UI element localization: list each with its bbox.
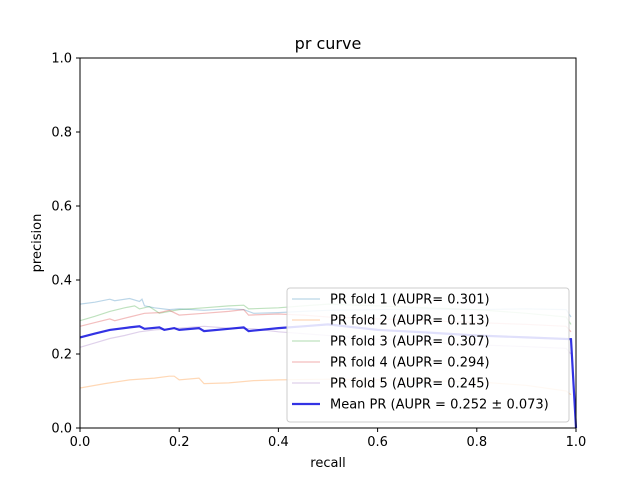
x-tick-label: 0.2 [169, 435, 190, 450]
y-axis: 0.0 0.2 0.4 0.6 0.8 1.0 [51, 52, 80, 437]
x-tick-label: 1.0 [566, 435, 587, 450]
x-axis: 0.0 0.2 0.4 0.6 0.8 1.0 [70, 428, 587, 450]
x-tick-label: 0.4 [268, 435, 289, 450]
plot-frame [79, 57, 577, 429]
legend-label-fold-2: PR fold 2 (AUPR= 0.113) [330, 314, 490, 329]
x-tick-label: 0.0 [70, 435, 91, 450]
y-tick-label: 0.0 [51, 422, 72, 437]
y-tick-label: 0.8 [51, 126, 72, 141]
x-tick-label: 0.8 [466, 435, 487, 450]
legend: PR fold 1 (AUPR= 0.301) PR fold 2 (AUPR= … [286, 287, 570, 423]
x-tick-label: 0.6 [367, 435, 388, 450]
y-tick-label: 1.0 [51, 52, 72, 67]
legend-label-fold-5: PR fold 5 (AUPR= 0.245) [330, 377, 490, 392]
legend-label-fold-1: PR fold 1 (AUPR= 0.301) [330, 293, 490, 308]
y-tick-label: 0.2 [51, 348, 72, 363]
legend-label-fold-3: PR fold 3 (AUPR= 0.307) [330, 335, 490, 350]
legend-box [286, 287, 570, 423]
y-axis-label: precision [30, 214, 45, 273]
legend-label-mean-pr: Mean PR (AUPR = 0.252 ± 0.073) [330, 398, 549, 413]
chart-title: pr curve [295, 34, 362, 53]
x-axis-label: recall [310, 456, 345, 471]
y-tick-label: 0.6 [51, 200, 72, 215]
y-tick-label: 0.4 [51, 274, 72, 289]
legend-label-fold-4: PR fold 4 (AUPR= 0.294) [330, 356, 490, 371]
